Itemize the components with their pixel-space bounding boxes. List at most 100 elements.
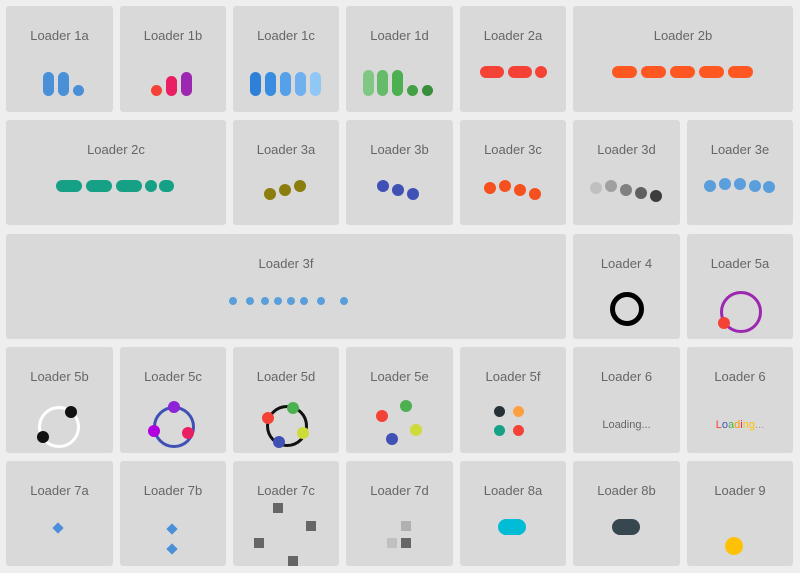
card-title: Loader 3f xyxy=(258,256,314,271)
dot-2 xyxy=(376,410,388,422)
bar-3 xyxy=(392,70,403,96)
card-title: Loader 3b xyxy=(370,142,429,157)
dash-1 xyxy=(612,66,637,78)
letter: . xyxy=(755,419,759,431)
card-title: Loader 9 xyxy=(714,483,766,498)
dot-2 xyxy=(246,297,254,305)
capsule xyxy=(612,519,640,535)
dot-3 xyxy=(535,66,547,78)
dot-3 xyxy=(407,188,419,200)
card-loader-5a: Loader 5a xyxy=(687,234,793,339)
dash-1 xyxy=(480,66,504,78)
diamond-2 xyxy=(166,543,178,555)
letter: d xyxy=(734,419,741,431)
dash-5 xyxy=(728,66,753,78)
card-loader-1b: Loader 1b xyxy=(120,6,226,112)
dot-5 xyxy=(650,190,662,202)
card-title: Loader 5a xyxy=(710,256,770,271)
dash-2 xyxy=(86,180,112,192)
orbit-dot-3 xyxy=(182,427,194,439)
card-loader-7c: Loader 7c xyxy=(233,461,339,566)
card-title: Loader 6 xyxy=(714,369,766,384)
dash-1 xyxy=(56,180,82,192)
dot-4 xyxy=(386,433,398,445)
orbit-dot xyxy=(718,317,730,329)
dot-3 xyxy=(261,297,269,305)
orbit-dot-2 xyxy=(262,412,274,424)
dash-3 xyxy=(116,180,142,192)
card-loader-3b: Loader 3b xyxy=(346,120,453,225)
dash-2 xyxy=(508,66,532,78)
card-loader-3f: Loader 3f xyxy=(6,234,566,339)
bar-5 xyxy=(310,72,321,96)
card-loader-7d: Loader 7d xyxy=(346,461,453,566)
dot-2 xyxy=(392,184,404,196)
dot-4 xyxy=(529,188,541,200)
card-loader-5e: Loader 5e xyxy=(346,347,453,453)
orbit-dot-3 xyxy=(297,427,309,439)
card-title: Loader 8a xyxy=(483,483,543,498)
card-loader-5b: Loader 5b xyxy=(6,347,113,453)
dot-7 xyxy=(317,297,325,305)
ring-icon xyxy=(720,291,762,333)
card-title: Loader 3d xyxy=(597,142,656,157)
card-loader-1c: Loader 1c xyxy=(233,6,339,112)
orbit-dot-4 xyxy=(273,436,285,448)
card-loader-1a: Loader 1a xyxy=(6,6,113,112)
square-2 xyxy=(306,521,316,531)
bar-1 xyxy=(363,70,374,96)
card-loader-3c: Loader 3c xyxy=(460,120,566,225)
card-title: Loader 3a xyxy=(256,142,316,157)
square-1 xyxy=(273,503,283,513)
dot-1 xyxy=(151,85,162,96)
letter: . xyxy=(758,419,762,431)
letter: g xyxy=(748,419,755,431)
orbit-dot-1 xyxy=(65,406,77,418)
dash-2 xyxy=(641,66,666,78)
dot-1 xyxy=(400,400,412,412)
bouncing-dot xyxy=(725,537,743,555)
letter: a xyxy=(728,419,735,431)
dot-4 xyxy=(145,180,157,192)
bar-2 xyxy=(166,76,177,96)
dot-2 xyxy=(499,180,511,192)
card-loader-1d: Loader 1d xyxy=(346,6,453,112)
card-loader-4: Loader 4 xyxy=(573,234,680,339)
dot-3 xyxy=(620,184,632,196)
dot-8 xyxy=(340,297,348,305)
card-loader-8a: Loader 8a xyxy=(460,461,566,566)
card-title: Loader 5e xyxy=(370,369,429,384)
orbit-dot-1 xyxy=(168,401,180,413)
card-loader-6: Loader 6 Loading... xyxy=(573,347,680,453)
card-loader-3d: Loader 3d xyxy=(573,120,680,225)
dot-2 xyxy=(605,180,617,192)
bar-3 xyxy=(181,72,192,96)
diamond xyxy=(52,522,64,534)
card-title: Loader 1c xyxy=(257,28,315,43)
bar-1 xyxy=(250,72,261,96)
orbit-dot-2 xyxy=(148,425,160,437)
dot-1 xyxy=(264,188,276,200)
card-loader-5d: Loader 5d xyxy=(233,347,339,453)
dot-3 xyxy=(734,178,746,190)
card-loader-9: Loader 9 xyxy=(687,461,793,566)
dash-3 xyxy=(670,66,695,78)
card-title: Loader 8b xyxy=(597,483,656,498)
loading-text: Loading... xyxy=(602,419,651,431)
square-3 xyxy=(254,538,264,548)
card-loader-5c: Loader 5c xyxy=(120,347,226,453)
square-4 xyxy=(288,556,298,566)
dot-6 xyxy=(300,297,308,305)
dot-4 xyxy=(513,425,524,436)
square-3 xyxy=(401,538,411,548)
dash-5 xyxy=(159,180,174,192)
card-title: Loader 1d xyxy=(370,28,429,43)
dot-3 xyxy=(494,425,505,436)
card-title: Loader 7c xyxy=(257,483,315,498)
dot-5 xyxy=(287,297,295,305)
dot-4 xyxy=(274,297,282,305)
card-title: Loader 7b xyxy=(143,483,203,498)
card-title: Loader 2a xyxy=(483,28,543,43)
bar-2 xyxy=(58,72,69,96)
